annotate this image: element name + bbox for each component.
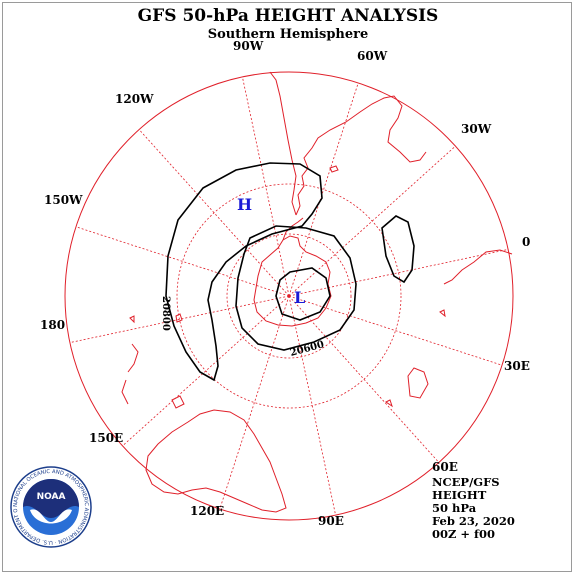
- map-boundary: [64, 71, 514, 521]
- island: [439, 309, 446, 318]
- island: [175, 313, 183, 323]
- island: [385, 399, 393, 408]
- height-contours: [165, 162, 415, 382]
- contour-20800: [165, 162, 323, 382]
- longitude-label-180: 180: [40, 318, 65, 332]
- longitude-label-30w: 30W: [461, 122, 492, 136]
- meridian-line: [288, 295, 440, 463]
- coastlines: [121, 71, 513, 513]
- meridian-line: [288, 249, 509, 297]
- south-america-west: [269, 71, 297, 216]
- contour-inner-low: [275, 267, 331, 321]
- meridian-line: [75, 226, 290, 297]
- meridian-line: [288, 295, 503, 366]
- bird-icon: [30, 509, 72, 524]
- meridian-line: [122, 295, 290, 447]
- high-pressure-label: H: [237, 195, 252, 214]
- logo-text: NOAA: [37, 492, 66, 502]
- meridian-line: [69, 295, 290, 343]
- map-title: GFS 50-hPa HEIGHT ANALYSIS: [137, 6, 439, 26]
- noaa-logo: NATIONAL OCEANIC AND ATMOSPHERIC ADMINIS…: [10, 466, 92, 548]
- longitude-label-120w: 120W: [115, 92, 154, 106]
- contour-label-20600: 20600: [289, 339, 325, 359]
- meridian-line: [288, 82, 359, 297]
- info-block: NCEP/GFS HEIGHT 50 hPa Feb 23, 2020 00Z …: [432, 476, 572, 541]
- meridian-line: [138, 129, 290, 297]
- australia-coast: [145, 409, 287, 513]
- africa-coast: [443, 249, 513, 285]
- info-line-source: NCEP/GFS: [432, 475, 500, 489]
- latitude-ring: [176, 183, 402, 409]
- meridian-line: [288, 145, 456, 297]
- longitude-label-120e: 120E: [190, 504, 224, 518]
- island: [129, 315, 135, 324]
- longitude-label-150w: 150W: [44, 193, 83, 207]
- new-zealand-coast: [121, 343, 139, 405]
- falklands: [329, 165, 339, 173]
- antarctic-peninsula: [282, 217, 304, 241]
- latitude-rings: [176, 183, 402, 409]
- map-subtitle: Southern Hemisphere: [207, 27, 369, 42]
- contour-20600: [235, 225, 357, 351]
- info-line-level: 50 hPa: [432, 501, 477, 515]
- contour-label-20800: 20800: [160, 296, 171, 331]
- meridian-line: [288, 295, 336, 516]
- meridian-line: [219, 295, 290, 510]
- longitude-label-30e: 30E: [504, 359, 530, 373]
- tasmania-coast: [171, 395, 185, 409]
- longitude-label-60e: 60E: [432, 460, 458, 474]
- info-line-date: Feb 23, 2020: [432, 514, 515, 528]
- longitude-label-90e: 90E: [318, 514, 344, 528]
- madagascar-coast: [407, 367, 429, 399]
- longitude-label-0: 0: [522, 235, 530, 249]
- info-line-time: 00Z + f00: [432, 527, 495, 541]
- logo-sky: [23, 479, 79, 518]
- low-pressure-label: L: [294, 288, 305, 307]
- antarctica-coast: [253, 235, 332, 327]
- info-line-field: HEIGHT: [432, 488, 487, 502]
- south-america-coast: [295, 95, 427, 216]
- longitude-label-90w: 90W: [233, 39, 264, 53]
- latitude-ring: [226, 233, 352, 359]
- longitude-label-150e: 150E: [89, 431, 123, 445]
- contour-atlantic-loop: [381, 215, 415, 284]
- longitude-label-60w: 60W: [357, 49, 388, 63]
- meridian-line: [242, 76, 290, 297]
